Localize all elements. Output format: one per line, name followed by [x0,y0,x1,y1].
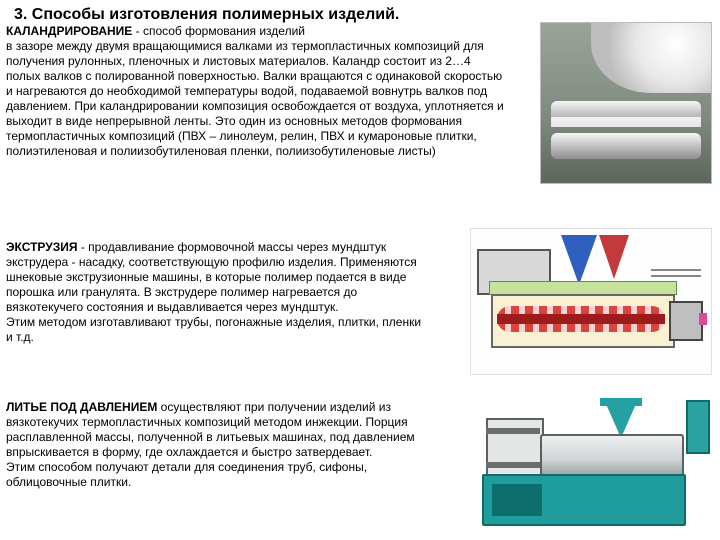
heading-injection: ЛИТЬЕ ПОД ДАВЛЕНИЕМ [6,400,157,414]
callout-line-icon [651,275,701,277]
clamp-unit-icon [486,418,544,478]
extruder-hopper-blue-icon [561,235,597,285]
calendering-lead: - способ формования изделий [132,24,305,38]
calendering-body: в зазоре между двумя вращающимися валкам… [6,39,504,158]
figure-extruder [470,228,712,375]
section-extrusion: ЭКСТРУЗИЯ - продавливание формовочной ма… [6,240,426,345]
page-title: 3. Способы изготовления полимерных издел… [14,6,399,24]
tie-bar-icon [486,428,540,434]
extrusion-body: - продавливание формовочной массы через … [6,240,421,344]
heading-calendering: КАЛАНДРИРОВАНИЕ [6,24,132,38]
extruder-cover-icon [489,281,677,295]
figure-calendering [540,22,712,184]
fabric-roll-icon [591,23,711,93]
figure-injection-machine [472,395,712,530]
calender-roll-lower-icon [551,133,701,159]
extruder-die-icon [669,301,703,341]
tie-bar-icon [486,462,540,468]
extrudate-icon [699,313,707,325]
extruder-hopper-red-icon [599,235,629,279]
slide-page: 3. Способы изготовления полимерных издел… [0,0,720,540]
injection-hopper-icon [606,404,636,438]
injection-unit-icon [540,434,684,478]
section-injection: ЛИТЬЕ ПОД ДАВЛЕНИЕМ осуществляют при пол… [6,400,426,490]
callout-line-icon [651,269,701,271]
control-panel-icon [686,400,710,454]
heading-extrusion: ЭКСТРУЗИЯ [6,240,77,254]
extruder-screw-core-icon [497,314,665,324]
film-sheet-icon [551,117,701,127]
machine-base-icon [482,474,686,526]
section-calendering: КАЛАНДРИРОВАНИЕ - способ формования изде… [6,24,506,159]
